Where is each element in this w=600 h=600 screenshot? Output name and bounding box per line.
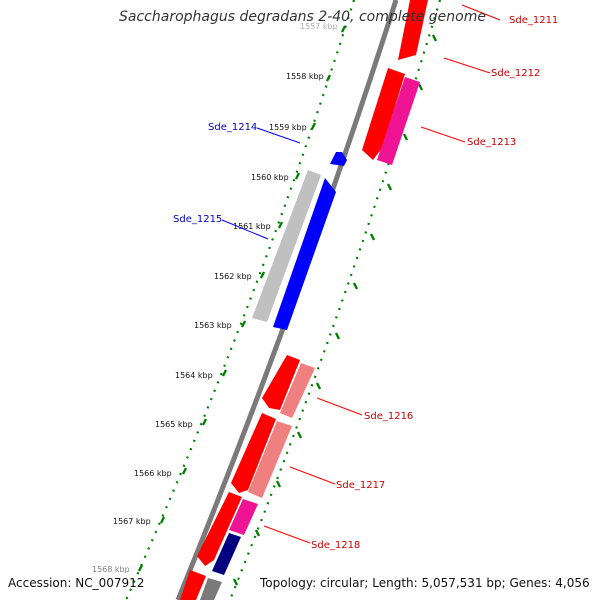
tick-track-right <box>228 0 442 600</box>
kbp-tick <box>369 233 376 241</box>
gene-sde-1217a <box>231 413 276 493</box>
kbp-tick <box>232 578 239 586</box>
kbp-tick-marks <box>137 25 438 586</box>
kbp-tick <box>294 172 301 180</box>
gene-label-sde-1216: Sde_1216 <box>364 411 413 422</box>
kbp-tick <box>402 133 409 141</box>
kbp-tick <box>240 320 247 328</box>
kbp-tick <box>137 564 144 572</box>
gene-sde-1216a <box>262 355 300 410</box>
kbp-label: 1566 kbp <box>134 469 172 478</box>
kbp-tick <box>181 467 188 475</box>
gene-sde-1218a <box>197 492 242 566</box>
kbp-tick <box>325 74 332 82</box>
kbp-label: 1563 kbp <box>194 321 232 330</box>
reverse-genes <box>252 152 347 330</box>
tick-track-left <box>124 0 356 600</box>
gene-gray <box>252 170 321 322</box>
kbp-tick <box>259 271 266 279</box>
gene-sde-1212 <box>362 68 405 160</box>
gene-navy <box>212 533 241 575</box>
gene-label-sde-1214: Sde_1214 <box>208 122 257 133</box>
kbp-tick <box>334 332 341 340</box>
kbp-tick <box>340 25 347 33</box>
gene-sde-1213 <box>377 77 420 165</box>
kbp-tick <box>386 183 393 191</box>
kbp-label: 1564 kbp <box>175 371 213 380</box>
kbp-tick <box>296 431 303 439</box>
kbp-label: 1561 kbp <box>233 222 271 231</box>
callouts <box>221 4 501 544</box>
gene-sde-1215 <box>273 178 336 330</box>
kbp-tick <box>201 418 208 426</box>
gene-sde-1217 <box>248 421 292 498</box>
kbp-label: 1562 kbp <box>214 272 252 281</box>
callout-sde-1211 <box>461 4 501 21</box>
gene-labels: Sde_1211 Sde_1212 Sde_1213 Sde_1214 Sde_… <box>173 15 558 551</box>
kbp-label: 1567 kbp <box>113 517 151 526</box>
gene-fragment <box>180 570 206 600</box>
callout-sde-1212 <box>443 57 491 74</box>
map-title: Saccharophagus degradans 2-40, complete … <box>119 9 486 25</box>
kbp-tick <box>417 83 424 91</box>
gene-label-sde-1217: Sde_1217 <box>336 480 385 491</box>
gene-sde-1216 <box>280 363 315 418</box>
callout-sde-1213 <box>420 126 466 143</box>
gene-sde-1211 <box>398 0 428 60</box>
callout-sde-1218 <box>263 525 311 544</box>
forward-genes <box>180 0 428 600</box>
gene-label-sde-1211: Sde_1211 <box>509 15 558 26</box>
kbp-tick <box>352 282 359 290</box>
gene-sde-1214 <box>330 152 347 166</box>
kbp-tick <box>254 529 261 537</box>
kbp-tick <box>221 369 228 377</box>
kbp-label: 1558 kbp <box>286 72 324 81</box>
kbp-tick <box>275 480 282 488</box>
gene-label-sde-1213: Sde_1213 <box>467 137 516 148</box>
summary-text: Topology: circular; Length: 5,057,531 bp… <box>259 576 590 590</box>
kbp-label: 1559 kbp <box>269 123 307 132</box>
callout-sde-1217 <box>289 466 336 485</box>
kbp-tick <box>277 221 284 229</box>
kbp-tick <box>159 516 166 524</box>
accession-text: Accession: NC_007912 <box>8 576 144 590</box>
kbp-tick <box>315 382 322 390</box>
kbp-label: 1565 kbp <box>155 420 193 429</box>
callout-sde-1216 <box>316 397 363 416</box>
kbp-label: 1568 kbp <box>92 565 130 574</box>
kbp-label: 1557 kbp <box>300 22 338 31</box>
kbp-tick <box>310 122 317 130</box>
callout-sde-1214 <box>256 127 301 144</box>
gene-fragment <box>200 578 222 600</box>
gene-label-sde-1215: Sde_1215 <box>173 214 222 225</box>
kbp-tick <box>431 34 438 42</box>
kbp-labels: 1557 kbp 1558 kbp 1559 kbp 1560 kbp 1561… <box>92 22 338 574</box>
kbp-label: 1560 kbp <box>251 173 289 182</box>
callout-sde-1215 <box>221 219 269 240</box>
gene-label-sde-1218: Sde_1218 <box>311 540 360 551</box>
gene-sde-1218 <box>229 499 258 535</box>
gene-label-sde-1212: Sde_1212 <box>491 68 540 79</box>
